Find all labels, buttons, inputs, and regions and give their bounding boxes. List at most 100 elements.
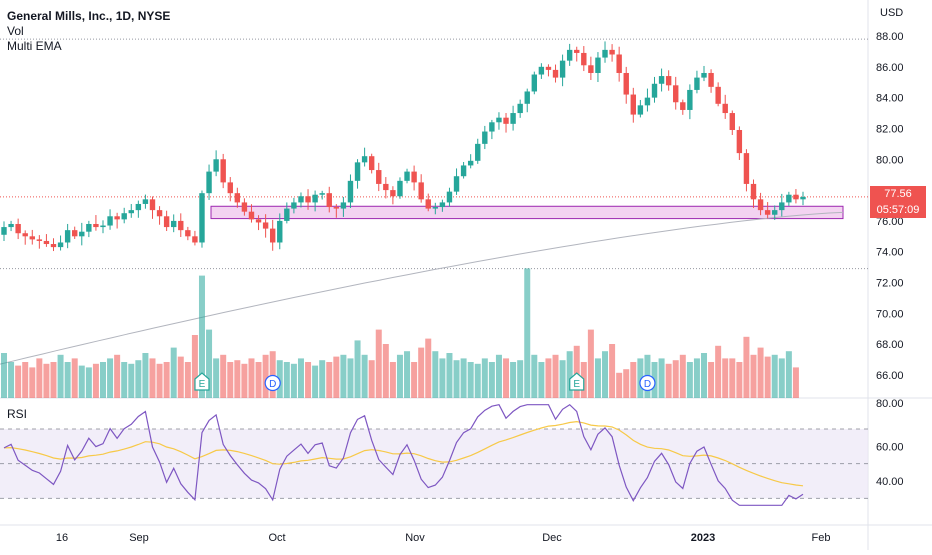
candle-body[interactable] [439, 202, 446, 208]
candle-body[interactable] [658, 76, 665, 84]
candle-body[interactable] [305, 196, 311, 203]
candle-body[interactable] [220, 159, 226, 183]
candle-body[interactable] [390, 190, 396, 197]
candle-body[interactable] [156, 210, 163, 217]
candle-body[interactable] [793, 194, 799, 200]
candle-body[interactable] [29, 236, 35, 240]
candle-body[interactable] [50, 244, 57, 248]
candle-body[interactable] [743, 153, 750, 184]
candle-body[interactable] [404, 171, 410, 181]
candle-body[interactable] [192, 236, 198, 243]
candle-body[interactable] [255, 219, 262, 223]
candle-body[interactable] [482, 131, 488, 144]
candle-body[interactable] [545, 66, 552, 70]
candle-body[interactable] [163, 216, 170, 228]
candle-body[interactable] [630, 94, 637, 115]
candle-body[interactable] [22, 233, 28, 237]
candle-body[interactable] [779, 202, 785, 211]
candle-body[interactable] [206, 171, 212, 194]
candle-body[interactable] [36, 239, 43, 241]
candle-body[interactable] [135, 203, 142, 211]
candle-body[interactable] [361, 156, 368, 163]
candle-body[interactable] [93, 223, 99, 228]
candle-body[interactable] [100, 225, 106, 228]
candle-body[interactable] [616, 54, 622, 73]
candle-body[interactable] [376, 170, 382, 184]
candle-body[interactable] [453, 176, 460, 192]
candle-body[interactable] [764, 210, 771, 215]
candle-body[interactable] [651, 83, 658, 98]
candle-body[interactable] [475, 143, 481, 161]
candle-body[interactable] [566, 49, 573, 61]
candle-body[interactable] [644, 97, 651, 106]
candle-body[interactable] [142, 199, 149, 204]
dividend-marker[interactable] [264, 374, 281, 392]
candle-body[interactable] [121, 213, 127, 220]
candle-body[interactable] [524, 91, 530, 104]
candle-body[interactable] [489, 122, 495, 132]
candle-body[interactable] [750, 183, 757, 200]
candle-body[interactable] [269, 228, 276, 243]
candle-body[interactable] [383, 183, 389, 191]
candle-body[interactable] [107, 216, 113, 226]
candle-body[interactable] [79, 231, 85, 237]
candle-body[interactable] [602, 49, 608, 58]
candle-body[interactable] [319, 193, 325, 195]
support-zone[interactable] [210, 205, 844, 220]
candle-body[interactable] [559, 60, 566, 78]
candle-body[interactable] [460, 165, 467, 177]
candle-body[interactable] [425, 199, 431, 209]
candle-body[interactable] [503, 117, 509, 124]
candle-body[interactable] [715, 86, 721, 104]
candle-body[interactable] [736, 129, 743, 154]
candle-body[interactable] [178, 220, 184, 231]
candle-body[interactable] [234, 193, 241, 203]
candle-body[interactable] [8, 223, 14, 228]
candle-body[interactable] [446, 191, 453, 203]
candle-body[interactable] [298, 196, 304, 203]
candle-body[interactable] [701, 72, 707, 78]
candle-body[interactable] [277, 220, 283, 243]
candle-body[interactable] [199, 193, 205, 243]
candle-body[interactable] [581, 52, 587, 66]
candle-body[interactable] [1, 227, 7, 235]
candle-body[interactable] [312, 194, 318, 203]
candle-body[interactable] [248, 211, 255, 220]
candle-body[interactable] [284, 208, 290, 221]
candle-body[interactable] [347, 180, 354, 203]
earnings-marker[interactable] [569, 372, 585, 391]
candle-body[interactable] [687, 89, 693, 110]
candle-body[interactable] [397, 180, 403, 197]
candle-body[interactable] [552, 69, 559, 78]
candle-body[interactable] [227, 182, 233, 194]
candle-body[interactable] [637, 105, 644, 115]
candle-body[interactable] [680, 102, 686, 110]
candle-body[interactable] [800, 196, 806, 200]
candle-body[interactable] [15, 223, 21, 234]
candle-body[interactable] [496, 117, 502, 123]
candle-body[interactable] [185, 230, 191, 237]
rsi-title[interactable]: RSI [7, 407, 28, 421]
candle-body[interactable] [729, 113, 735, 130]
candle-body[interactable] [694, 77, 700, 90]
candle-body[interactable] [418, 182, 424, 200]
candle-body[interactable] [538, 66, 545, 75]
candle-body[interactable] [531, 74, 538, 92]
candle-body[interactable] [333, 207, 340, 209]
candle-body[interactable] [57, 242, 64, 248]
candle-body[interactable] [432, 207, 439, 209]
candle-body[interactable] [326, 193, 332, 208]
candle-body[interactable] [86, 223, 92, 232]
candle-body[interactable] [609, 49, 615, 55]
candle-body[interactable] [291, 202, 297, 209]
candle-body[interactable] [354, 162, 361, 181]
candle-body[interactable] [213, 159, 219, 172]
candle-body[interactable] [510, 113, 516, 124]
legend-volume[interactable]: Vol [7, 24, 24, 38]
candle-body[interactable] [772, 210, 778, 215]
candle-body[interactable] [241, 202, 248, 212]
candle-body[interactable] [43, 240, 50, 245]
candle-body[interactable] [673, 85, 679, 103]
candle-body[interactable] [170, 220, 177, 228]
